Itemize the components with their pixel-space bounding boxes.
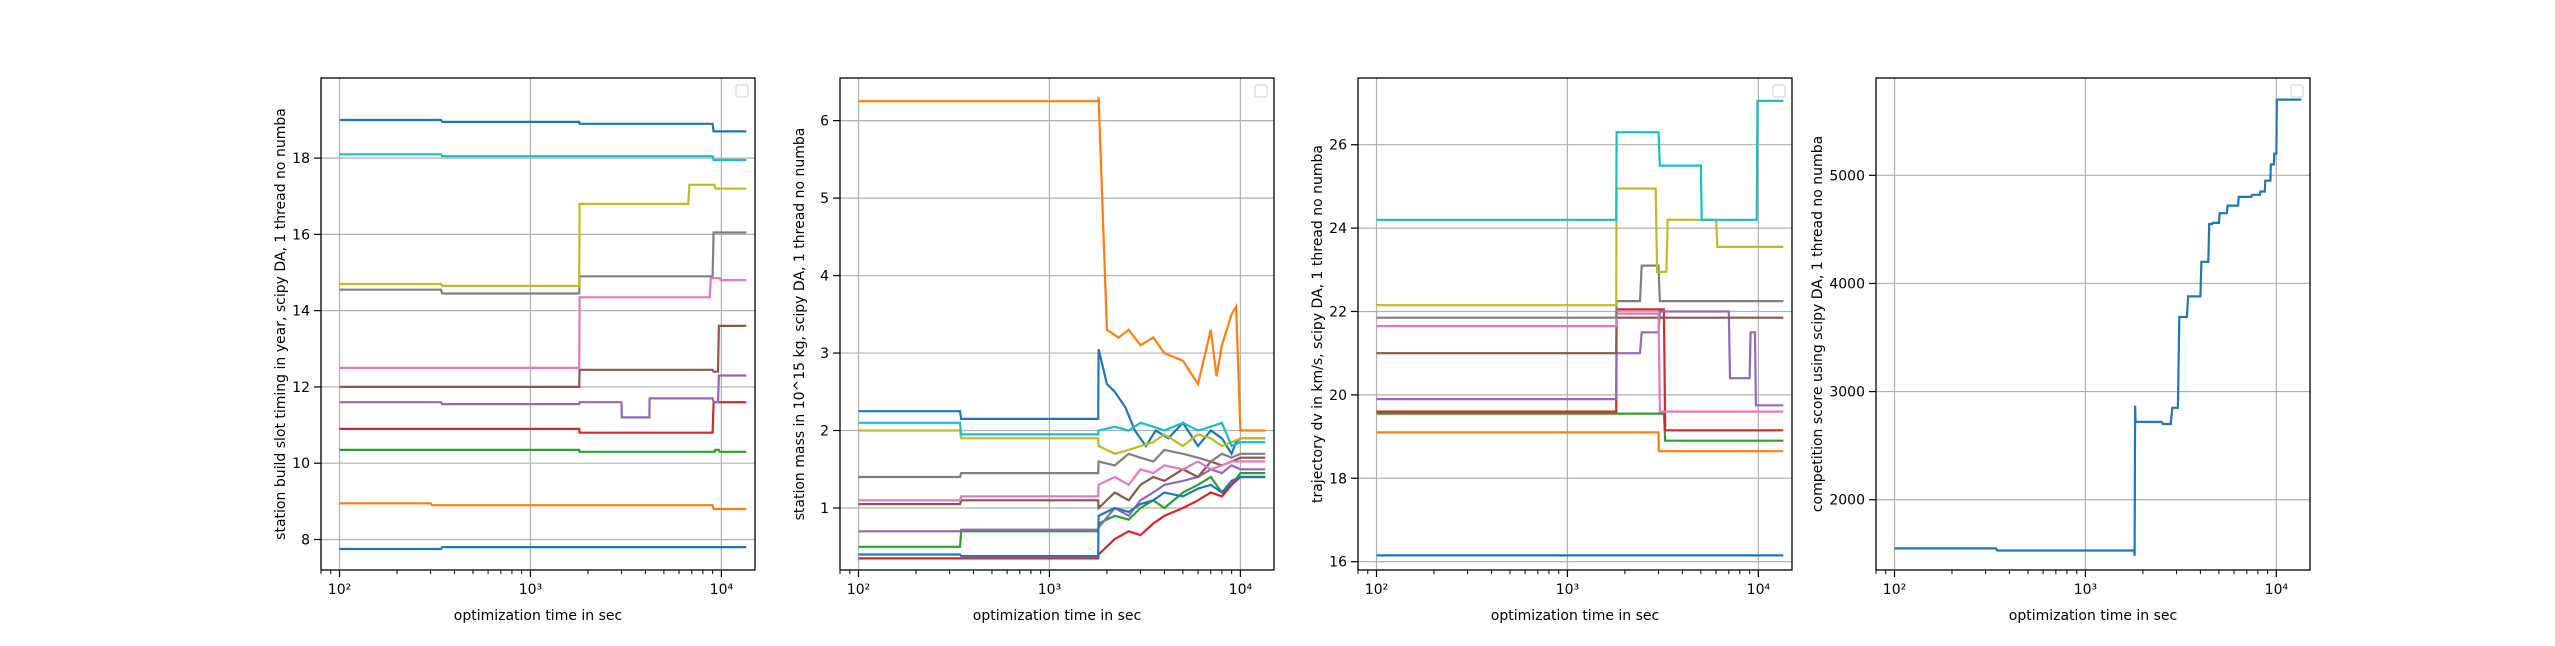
legend-box — [1772, 84, 1786, 98]
axes-frame — [1875, 77, 2311, 571]
series-group — [1376, 99, 1784, 557]
series-line-7 — [1376, 312, 1784, 413]
series-line-10 — [339, 153, 747, 162]
chart-panel-2: 10² 10³ 10⁴ 1 2 3 4 5 6 optimization time in sec s… — [792, 77, 1275, 624]
x-tick-label: 10⁴ — [1229, 582, 1253, 598]
series-line-4 — [858, 475, 1266, 560]
legend-box — [2290, 84, 2304, 98]
series-line-5 — [858, 464, 1266, 533]
y-tick-label: 8 — [301, 532, 310, 548]
series-line-7 — [858, 460, 1266, 502]
y-axis-label: competition score using scipy DA, 1 thre… — [1810, 136, 1826, 512]
x-tick-label: 10⁴ — [710, 582, 734, 598]
series-line-5 — [339, 374, 747, 419]
series-line-5 — [1376, 310, 1784, 407]
series-line-8 — [858, 448, 1266, 479]
x-tick-label: 10⁴ — [2265, 582, 2289, 598]
y-axis-label: station mass in 10^15 kg, scipy DA, 1 th… — [792, 128, 808, 521]
series-line-2 — [858, 97, 1266, 432]
y-tick-label: 22 — [1329, 304, 1347, 320]
x-axis-label: optimization time in sec — [1491, 608, 1659, 624]
series-line-11 — [339, 545, 747, 551]
y-tick-label: 2 — [820, 424, 829, 440]
axes-frame — [1357, 77, 1793, 571]
y-tick-label: 16 — [292, 227, 310, 243]
x-axis-label: optimization time in sec — [454, 608, 622, 624]
axes-frame — [320, 77, 756, 571]
x-tick-label: 10² — [1365, 582, 1388, 598]
series-line-1 — [1894, 98, 2302, 556]
series-line-1 — [858, 348, 1266, 457]
y-tick-label: 18 — [292, 151, 310, 167]
x-axis-label: optimization time in sec — [973, 608, 1141, 624]
legend-box — [1254, 84, 1268, 98]
series-line-11 — [858, 475, 1266, 558]
series-line-4 — [1376, 308, 1784, 432]
series-line-9 — [858, 429, 1266, 455]
series-line-3 — [339, 448, 747, 453]
y-tick-label: 18 — [1329, 471, 1347, 487]
y-tick-label: 16 — [1329, 555, 1347, 571]
series-line-6 — [339, 324, 747, 388]
y-tick-label: 24 — [1329, 221, 1347, 237]
y-tick-label: 3 — [820, 346, 829, 362]
y-tick-label: 14 — [292, 304, 310, 320]
y-tick-label: 5000 — [1829, 168, 1865, 184]
y-tick-label: 26 — [1329, 138, 1347, 154]
series-line-6 — [1376, 316, 1784, 355]
chart-panel-4: 10² 10³ 10⁴ 2000 3000 4000 5000 optimization ti… — [1810, 77, 2311, 624]
series-group — [858, 97, 1266, 560]
x-tick-label: 10³ — [2074, 582, 2097, 598]
x-tick-label: 10³ — [1556, 582, 1579, 598]
series-line-3 — [1376, 412, 1784, 442]
y-axis-label: station build slot timing in year, scipy… — [273, 108, 289, 540]
y-tick-label: 10 — [292, 456, 310, 472]
x-axis-label: optimization time in sec — [2009, 608, 2177, 624]
y-tick-label: 3000 — [1829, 385, 1865, 401]
chart-panel-3: 10² 10³ 10⁴ 16 18 20 22 24 26 optimization time i… — [1310, 77, 1793, 624]
y-tick-label: 4000 — [1829, 276, 1865, 292]
series-line-2 — [339, 502, 747, 511]
series-group — [339, 118, 747, 551]
y-tick-label: 12 — [292, 380, 310, 396]
series-group — [1894, 98, 2302, 556]
x-tick-label: 10⁴ — [1747, 582, 1771, 598]
y-tick-label: 4 — [820, 269, 829, 285]
series-line-10 — [858, 421, 1266, 448]
plot-area — [1876, 78, 2310, 570]
x-tick-label: 10³ — [1038, 582, 1061, 598]
chart-panel-1: 10² 10³ 10⁴ 8 10 12 14 16 18 optimization time in… — [273, 77, 756, 624]
x-tick-label: 10³ — [519, 582, 542, 598]
axes-frame — [839, 77, 1275, 571]
series-line-10 — [1376, 99, 1784, 221]
legend-box — [735, 84, 749, 98]
y-tick-label: 1 — [820, 501, 829, 517]
series-line-9 — [1376, 187, 1784, 307]
x-tick-label: 10² — [1883, 582, 1906, 598]
series-line-9 — [339, 183, 747, 287]
series-line-7 — [339, 277, 747, 369]
x-tick-label: 10² — [328, 582, 351, 598]
y-tick-label: 5 — [820, 191, 829, 207]
y-axis-label: trajectory dv in km/s, scipy DA, 1 threa… — [1310, 145, 1326, 503]
series-line-1 — [339, 118, 747, 133]
x-tick-label: 10² — [847, 582, 870, 598]
series-line-8 — [1376, 264, 1784, 319]
y-tick-label: 20 — [1329, 388, 1347, 404]
plot-area — [321, 78, 755, 570]
y-tick-label: 6 — [820, 114, 829, 130]
series-line-2 — [1376, 431, 1784, 453]
y-tick-label: 2000 — [1829, 493, 1865, 509]
plot-area — [1358, 78, 1792, 570]
